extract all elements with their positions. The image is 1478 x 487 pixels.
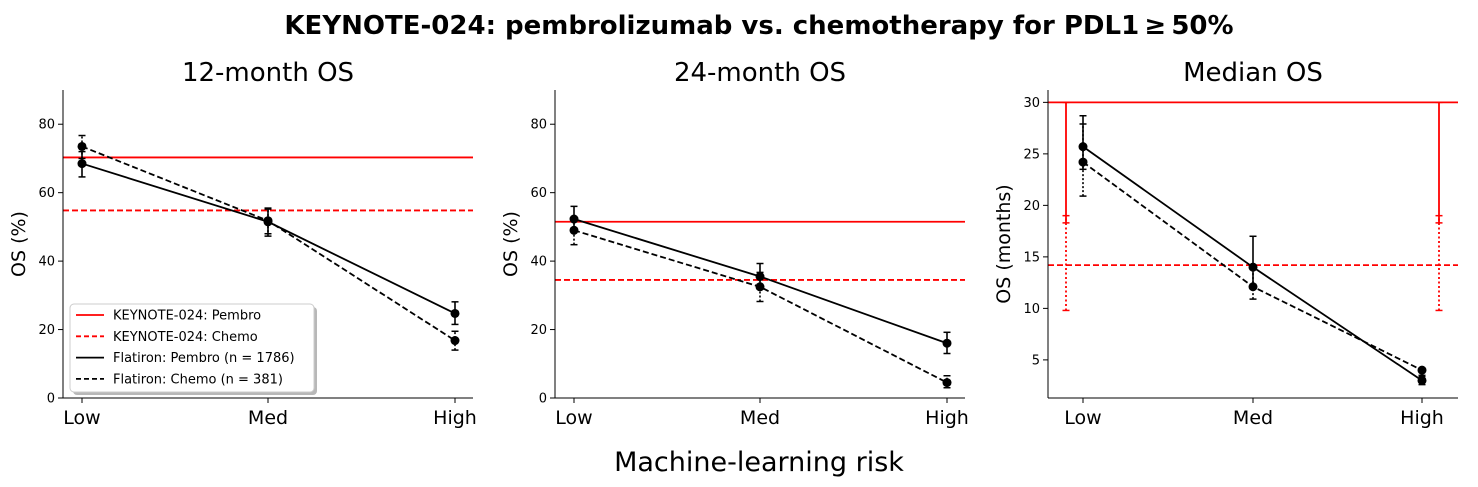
legend-box [69, 303, 315, 393]
panel-title: Median OS [1183, 58, 1323, 88]
data-point [942, 378, 952, 388]
y-tick-label: 80 [530, 118, 547, 133]
y-tick-label: 0 [47, 392, 55, 407]
chart-panel-2: 24-month OS OS (%) 0 20 40 60 80 Low Med High [500, 58, 969, 429]
y-tick-label: 0 [539, 392, 547, 407]
data-point [1248, 282, 1258, 292]
data-point [77, 159, 87, 169]
y-tick-label: 80 [38, 118, 55, 133]
x-tick-label: High [925, 407, 969, 429]
data-point [755, 282, 765, 292]
y-tick-label: 40 [530, 255, 547, 270]
figure-xlabel: Machine-learning risk [614, 447, 904, 478]
y-tick-label: 25 [1023, 147, 1040, 162]
y-tick-label: 30 [1023, 96, 1040, 111]
data-point [569, 225, 579, 235]
y-axis-label: OS (months) [993, 184, 1015, 303]
chart-panel-1: 12-month OS OS (%) 0 20 40 60 80 Low Med High KEYN… [8, 58, 477, 429]
x-tick-label: Low [63, 407, 100, 429]
panel-title: 24-month OS [674, 58, 846, 88]
data-point [1078, 157, 1088, 167]
legend-label: KEYNOTE-024: Pembro [113, 309, 261, 324]
series-line [573, 229, 948, 384]
chart-panel-3: Median OS OS (months) 5 10 15 20 25 30 Low Med Hig… [993, 58, 1458, 429]
x-tick-label: Low [555, 407, 592, 429]
y-tick-label: 20 [1023, 199, 1040, 214]
data-point [450, 336, 460, 346]
data-point [450, 308, 460, 318]
panels: 12-month OS OS (%) 0 20 40 60 80 Low Med High KEYN… [8, 58, 1458, 429]
y-tick-label: 10 [1023, 302, 1040, 317]
y-tick-label: 20 [38, 323, 55, 338]
y-tick-label: 40 [38, 255, 55, 270]
y-axis-label: OS (%) [500, 211, 522, 277]
y-tick-label: 60 [530, 186, 547, 201]
x-tick-label: High [1400, 407, 1444, 429]
data-point [1417, 375, 1427, 385]
legend-label: KEYNOTE-024: Chemo [113, 330, 258, 345]
x-tick-label: Med [740, 407, 780, 429]
legend-label: Flatiron: Chemo (n = 381) [113, 372, 283, 387]
data-point [263, 216, 273, 226]
x-tick-label: Med [1233, 407, 1273, 429]
legend-label: Flatiron: Pembro (n = 1786) [113, 351, 295, 366]
y-tick-label: 5 [1032, 353, 1040, 368]
data-point [942, 338, 952, 348]
panel-title: 12-month OS [182, 58, 354, 88]
y-axis-label: OS (%) [8, 211, 30, 277]
data-point [1417, 365, 1427, 375]
x-tick-label: Med [248, 407, 288, 429]
y-tick-label: 15 [1023, 250, 1040, 265]
y-tick-label: 20 [530, 323, 547, 338]
y-tick-label: 60 [38, 186, 55, 201]
x-tick-label: High [433, 407, 477, 429]
legend: KEYNOTE-024: Pembro KEYNOTE-024: Chemo Fla… [69, 303, 317, 395]
series-line [81, 162, 456, 315]
figure-title: KEYNOTE-024: pembrolizumab vs. chemother… [284, 11, 1233, 41]
x-tick-label: Low [1064, 407, 1101, 429]
data-point [77, 141, 87, 151]
